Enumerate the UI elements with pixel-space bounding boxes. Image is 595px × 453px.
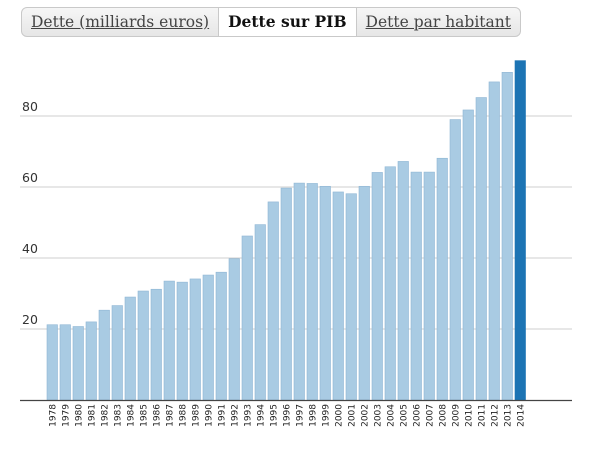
- bar-1987[interactable]: [163, 280, 175, 401]
- x-tick-label: 1997: [295, 404, 305, 427]
- x-tick-label: 1991: [217, 404, 227, 427]
- bar-2012[interactable]: [488, 81, 500, 401]
- x-tick-label: 2008: [438, 404, 448, 427]
- tab-dette-sur-pib[interactable]: Dette sur PIB: [219, 8, 357, 36]
- bar-1992[interactable]: [228, 258, 240, 401]
- y-tick-label: 60: [22, 170, 38, 185]
- x-tick-label: 1981: [87, 404, 97, 427]
- x-tick-label: 1980: [74, 404, 84, 427]
- y-tick-label: 20: [22, 312, 38, 327]
- bar-2008[interactable]: [436, 157, 448, 401]
- bar-1979[interactable]: [59, 324, 71, 401]
- x-tick-label: 2013: [503, 404, 513, 427]
- tab-dette-milliards[interactable]: Dette (milliards euros): [22, 8, 220, 36]
- bar-2014[interactable]: [514, 60, 526, 401]
- bar-1984[interactable]: [124, 296, 136, 401]
- bar-1982[interactable]: [98, 309, 110, 401]
- x-tick-label: 1994: [256, 404, 266, 427]
- x-tick-label: 2005: [399, 404, 409, 427]
- bar-2013[interactable]: [501, 72, 513, 401]
- x-tick-label: 1993: [243, 404, 253, 427]
- x-tick-label: 1984: [126, 404, 136, 427]
- bar-1988[interactable]: [176, 281, 188, 401]
- y-tick-label: 80: [22, 99, 38, 114]
- x-tick-label: 2009: [451, 404, 461, 427]
- bar-1983[interactable]: [111, 305, 123, 401]
- bar-2004[interactable]: [384, 166, 396, 401]
- x-tick-label: 2006: [412, 404, 422, 427]
- bar-1990[interactable]: [202, 274, 214, 401]
- x-tick-label: 2000: [334, 404, 344, 427]
- bar-2000[interactable]: [332, 191, 344, 401]
- bar-1986[interactable]: [150, 288, 162, 401]
- x-tick-label: 2014: [516, 404, 526, 427]
- bar-2009[interactable]: [449, 119, 461, 401]
- x-tick-label: 1985: [139, 404, 149, 427]
- y-tick-label: 40: [22, 241, 38, 256]
- x-tick-label: 1995: [269, 404, 279, 427]
- x-tick-label: 1988: [178, 404, 188, 427]
- x-axis-ticks: 1978 1979 1980 1981 1982 1983 1984 1985 1986 1987…: [48, 404, 526, 427]
- bar-2001[interactable]: [345, 193, 357, 401]
- x-tick-label: 1999: [321, 404, 331, 427]
- x-tick-label: 2002: [360, 404, 370, 427]
- bar-2007[interactable]: [423, 171, 435, 401]
- bar-1993[interactable]: [241, 235, 253, 401]
- bar-2010[interactable]: [462, 109, 474, 401]
- x-tick-label: 1987: [165, 404, 175, 427]
- metric-tabs: Dette (milliards euros) Dette sur PIB De…: [21, 7, 521, 37]
- bars: [46, 60, 526, 401]
- bar-1994[interactable]: [254, 224, 266, 401]
- bar-1981[interactable]: [85, 321, 97, 401]
- x-tick-label: 2001: [347, 404, 357, 427]
- x-tick-label: 2010: [464, 404, 474, 427]
- bar-2003[interactable]: [371, 172, 383, 401]
- bar-1978[interactable]: [46, 324, 58, 401]
- bar-2006[interactable]: [410, 171, 422, 401]
- x-tick-label: 2012: [490, 404, 500, 427]
- x-tick-label: 2004: [386, 404, 396, 427]
- x-tick-label: 1996: [282, 404, 292, 427]
- x-tick-label: 1986: [152, 404, 162, 427]
- x-tick-label: 1989: [191, 404, 201, 427]
- x-tick-label: 1983: [113, 404, 123, 427]
- bar-2005[interactable]: [397, 161, 409, 401]
- bar-1985[interactable]: [137, 290, 149, 401]
- bar-1999[interactable]: [319, 185, 331, 401]
- x-tick-label: 2011: [477, 404, 487, 427]
- bar-1998[interactable]: [306, 183, 318, 401]
- y-axis-ticks: 20 40 60 80: [22, 99, 38, 327]
- x-tick-label: 1979: [61, 404, 71, 427]
- bar-2002[interactable]: [358, 185, 370, 401]
- x-tick-label: 1990: [204, 404, 214, 427]
- bar-1991[interactable]: [215, 271, 227, 401]
- x-tick-label: 2007: [425, 404, 435, 427]
- x-tick-label: 2003: [373, 404, 383, 427]
- x-tick-label: 1982: [100, 404, 110, 427]
- bar-1997[interactable]: [293, 182, 305, 401]
- tab-dette-par-habitant[interactable]: Dette par habitant: [365, 13, 511, 31]
- bar-1980[interactable]: [72, 326, 84, 401]
- x-tick-label: 1992: [230, 404, 240, 427]
- bar-2011[interactable]: [475, 97, 487, 401]
- bar-1989[interactable]: [189, 278, 201, 401]
- bar-1996[interactable]: [280, 187, 292, 401]
- x-tick-label: 1998: [308, 404, 318, 427]
- x-tick-label: 1978: [48, 404, 58, 427]
- bar-1995[interactable]: [267, 201, 279, 401]
